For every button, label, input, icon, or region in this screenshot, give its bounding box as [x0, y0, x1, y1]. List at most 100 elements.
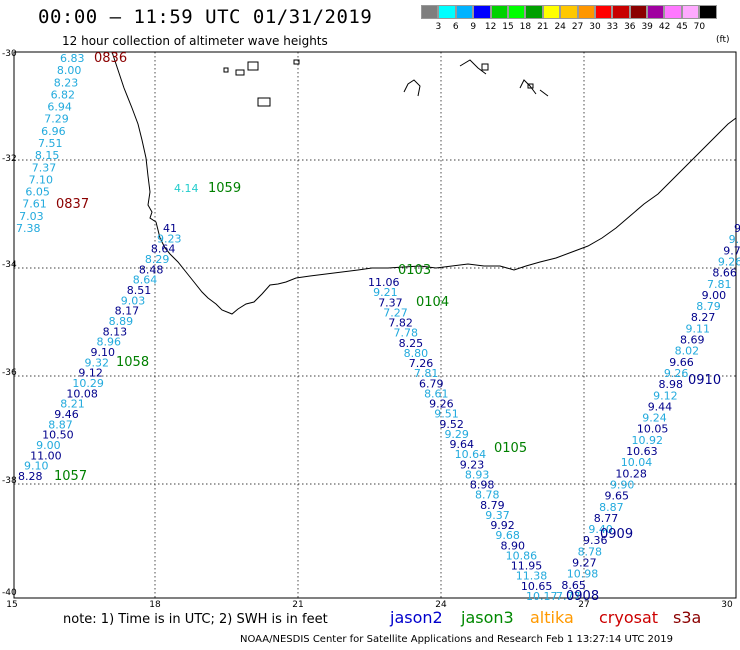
color-swatch: [560, 5, 578, 19]
wave-height-value: 10.63: [626, 445, 658, 458]
wave-height-value: 9.52: [439, 418, 464, 431]
wave-height-value: 8.90: [501, 539, 525, 552]
wave-height-value: 10.86: [506, 549, 538, 562]
wave-height-value: 8.79: [696, 300, 721, 313]
wave-height-value: 9.46: [54, 408, 79, 421]
satellite-legend-item: s3a: [673, 608, 702, 627]
color-scale-label: 9: [470, 22, 477, 32]
wave-height-value: 8.13: [103, 325, 128, 338]
wave-height-value: 8.96: [97, 336, 122, 349]
coastline-north-fragment: [403, 59, 549, 97]
wave-height-value: 7.03: [19, 210, 44, 223]
wave-height-value: 9.00: [36, 439, 61, 452]
wave-height-value: 8.98: [470, 479, 495, 492]
wave-height-value: 6.05: [25, 186, 50, 199]
wave-height-value: 10.04: [621, 456, 653, 469]
wave-height-value: 9.68: [495, 529, 519, 542]
satellite-legend-item: altika: [530, 608, 574, 627]
footer-credit: NOAA/NESDIS Center for Satellite Applica…: [240, 634, 673, 645]
color-swatch: [612, 5, 630, 19]
wave-height-value: 8.64: [151, 243, 176, 256]
color-swatch: [699, 5, 717, 19]
wave-height-value: 9.32: [84, 356, 109, 369]
longitude-label: 30: [721, 600, 733, 610]
wave-height-value: 8.93: [465, 468, 490, 481]
wave-height-value: 9.10: [24, 460, 48, 473]
wave-height-value: 7.37: [378, 296, 403, 309]
color-swatch: [455, 5, 474, 19]
wave-height-value: 9.12: [78, 367, 103, 380]
wave-height-value: 9.37: [485, 509, 510, 522]
color-scale-label: 27: [571, 22, 584, 32]
wave-height-value: 8.87: [48, 418, 72, 431]
wave-height-value: 7.37: [32, 161, 57, 174]
color-swatch: [647, 5, 665, 19]
pass-time-label: 1057: [54, 469, 87, 484]
latitude-label: -36: [2, 368, 17, 378]
wave-height-value: 9.51: [434, 408, 459, 421]
graticule: [14, 52, 736, 598]
wave-height-value: 7.82: [388, 317, 413, 330]
wave-height-value: 8.51: [127, 284, 152, 297]
latitude-label: -40: [2, 588, 17, 598]
latitude-label: -32: [2, 154, 17, 164]
color-scale-label: 21: [537, 22, 549, 32]
wave-height-value: 8.87: [599, 501, 624, 514]
longitude-label: 21: [292, 600, 304, 610]
coastline-south-africa: [111, 51, 737, 315]
wave-height-value: 10.65: [521, 580, 553, 593]
wave-height-value: 9.65: [605, 490, 630, 503]
wave-height-value: 8.21: [60, 398, 85, 411]
altimeter-track-layer: 6.838.008.236.826.947.296.967.518.157.37…: [16, 51, 740, 604]
color-scale-label: 24: [554, 22, 566, 32]
wave-height-value: 4.14: [174, 182, 199, 195]
wave-height-value: 8.02: [675, 345, 700, 358]
map-frame: [13, 51, 737, 599]
footer-note: note: 1) Time is in UTC; 2) SWH is in fe…: [63, 612, 328, 627]
pass-time-label: 0836: [94, 51, 127, 66]
pass-time-label: 0837: [56, 197, 89, 212]
wave-height-value: 8.66: [712, 267, 737, 280]
wave-height-value: 10.17: [526, 590, 558, 603]
color-swatch: [629, 5, 648, 19]
wave-height-value: 6.83: [60, 52, 85, 65]
color-scale-unit: (ft): [716, 35, 730, 45]
color-scale-label: 6: [452, 22, 459, 32]
pass-time-label: 0908: [566, 589, 599, 604]
longitude-label: 15: [6, 600, 18, 610]
wave-height-value: 9.73: [723, 244, 740, 257]
color-scale-label: 30: [589, 22, 601, 32]
wave-height-value: 6.94: [47, 101, 72, 114]
wave-height-value: 8.80: [404, 347, 429, 360]
color-swatch: [507, 5, 526, 19]
wave-height-value: 9.64: [450, 438, 475, 451]
color-scale-label: 3: [435, 22, 442, 32]
wave-height-value: 7.10: [29, 173, 53, 186]
wave-height-value: 10.98: [567, 568, 599, 581]
wave-height-value: 9.44: [648, 400, 673, 413]
wave-height-value: 9.27: [572, 557, 597, 570]
color-swatch: [421, 5, 439, 19]
color-scale-label: 39: [641, 22, 653, 32]
wave-height-value: 6.79: [419, 377, 444, 390]
wave-height-value: 8.78: [475, 489, 500, 502]
wave-height-value: 9.26: [729, 233, 740, 246]
wave-height-value: 9.29: [444, 428, 469, 441]
wave-height-value: 9.26: [664, 367, 689, 380]
color-scale-label: 70: [693, 22, 706, 32]
pass-time-label: 0909: [600, 527, 633, 542]
wave-height-value: 8.77: [594, 512, 619, 525]
wave-height-value: 8.78: [578, 545, 603, 558]
wave-height-value: 9.10: [91, 346, 116, 359]
wave-height-value: 8.25: [399, 337, 424, 350]
wave-height-value: 11.00: [30, 449, 62, 462]
wave-height-value: 8.00: [57, 64, 82, 77]
wave-height-value: 7.26: [409, 357, 434, 370]
pass-time-label: 1058: [116, 355, 149, 370]
color-scale-label: 12: [484, 22, 497, 32]
wave-height-value: 9.26: [429, 398, 454, 411]
color-scale-label: 33: [606, 22, 619, 32]
wave-height-value: 9.3: [734, 222, 740, 235]
color-scale-label: 45: [676, 22, 688, 32]
